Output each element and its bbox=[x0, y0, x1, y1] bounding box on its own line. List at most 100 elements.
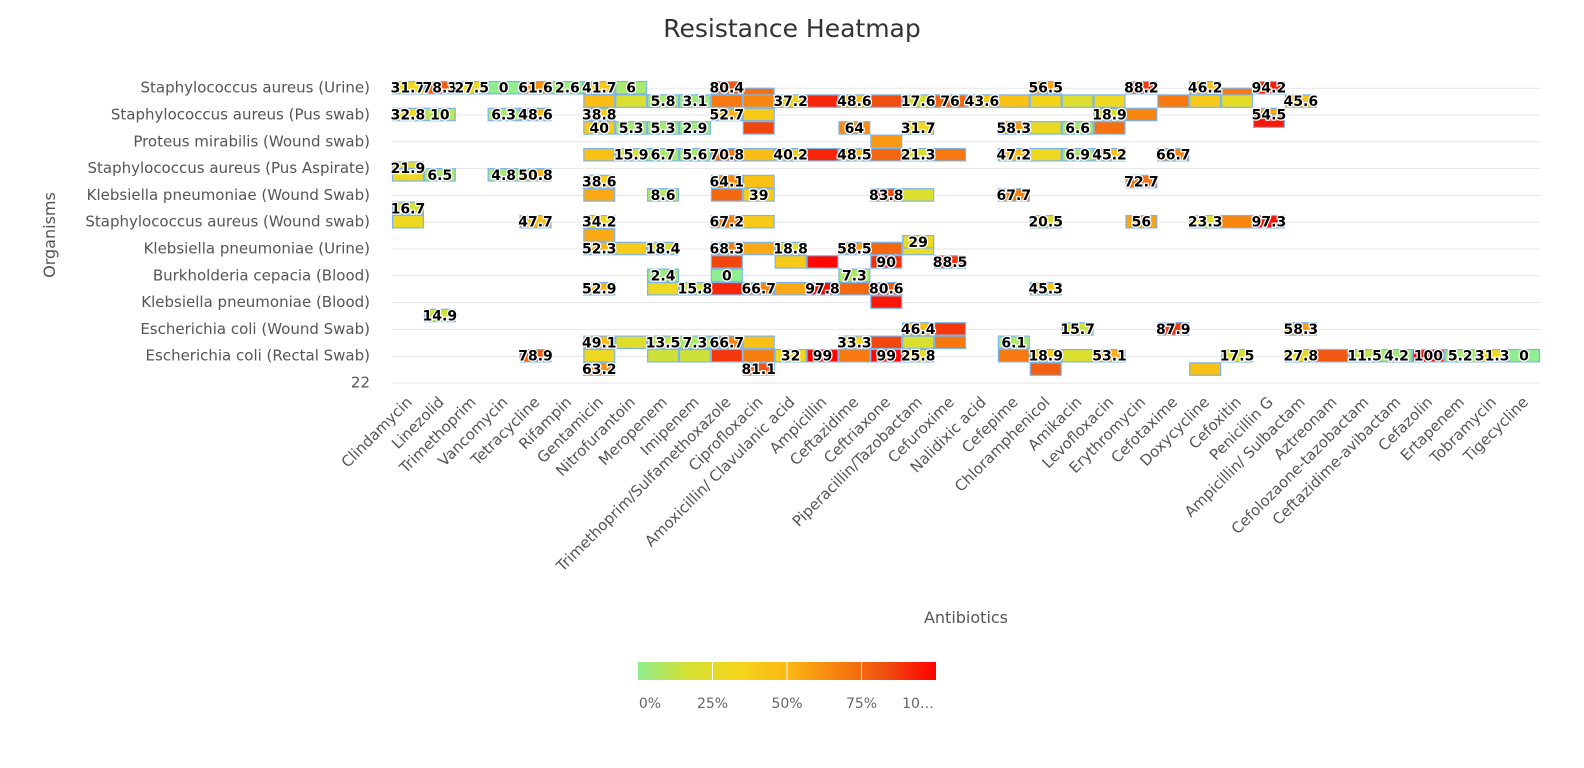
heatmap-cell[interactable] bbox=[838, 147, 871, 162]
heatmap-cell[interactable] bbox=[870, 348, 903, 363]
heatmap-cell[interactable] bbox=[1412, 348, 1445, 363]
heatmap-cell[interactable] bbox=[1221, 214, 1254, 229]
heatmap-cell[interactable] bbox=[710, 255, 743, 269]
heatmap-cell[interactable] bbox=[1061, 121, 1094, 135]
heatmap-cell[interactable] bbox=[647, 268, 680, 283]
heatmap-cell[interactable] bbox=[1125, 107, 1158, 122]
heatmap-cell[interactable] bbox=[1284, 94, 1317, 108]
heatmap-cell[interactable] bbox=[1029, 362, 1062, 376]
heatmap-cell[interactable] bbox=[742, 281, 775, 296]
heatmap-cell[interactable] bbox=[1125, 80, 1158, 95]
heatmap-cell[interactable] bbox=[870, 134, 903, 149]
heatmap-cell[interactable] bbox=[742, 174, 775, 189]
heatmap-cell[interactable] bbox=[1252, 214, 1285, 229]
heatmap-cell[interactable] bbox=[774, 241, 807, 256]
heatmap-cell[interactable] bbox=[583, 214, 616, 229]
heatmap-cell[interactable] bbox=[1061, 322, 1094, 336]
heatmap-cell[interactable] bbox=[838, 94, 871, 108]
heatmap-cell[interactable] bbox=[583, 362, 616, 376]
heatmap-cell[interactable] bbox=[583, 335, 616, 350]
heatmap-cell[interactable] bbox=[806, 255, 839, 269]
heatmap-cell[interactable] bbox=[615, 80, 648, 95]
heatmap-cell[interactable] bbox=[742, 214, 775, 229]
heatmap-cell[interactable] bbox=[1029, 348, 1062, 363]
heatmap-cell[interactable] bbox=[1093, 94, 1126, 108]
heatmap-cell[interactable] bbox=[1189, 362, 1222, 376]
heatmap-cell[interactable] bbox=[742, 147, 775, 162]
heatmap-cell[interactable] bbox=[647, 147, 680, 162]
heatmap-cell[interactable] bbox=[870, 94, 903, 108]
heatmap-cell[interactable] bbox=[710, 107, 743, 122]
heatmap-cell[interactable] bbox=[1093, 348, 1126, 363]
heatmap-cell[interactable] bbox=[710, 188, 743, 202]
heatmap-cell[interactable] bbox=[487, 168, 520, 182]
heatmap-cell[interactable] bbox=[1189, 214, 1222, 229]
heatmap-cell[interactable] bbox=[647, 121, 680, 135]
heatmap-cell[interactable] bbox=[934, 147, 967, 162]
heatmap-cell[interactable] bbox=[583, 188, 616, 202]
heatmap-cell[interactable] bbox=[423, 80, 456, 95]
heatmap-cell[interactable] bbox=[423, 168, 456, 182]
heatmap-cell[interactable] bbox=[678, 335, 711, 350]
heatmap-cell[interactable] bbox=[615, 147, 648, 162]
heatmap-cell[interactable] bbox=[1189, 94, 1222, 108]
heatmap-cell[interactable] bbox=[997, 147, 1030, 162]
heatmap-cell[interactable] bbox=[774, 348, 807, 363]
heatmap-cell[interactable] bbox=[774, 281, 807, 296]
heatmap-cell[interactable] bbox=[838, 241, 871, 256]
heatmap-cell[interactable] bbox=[1252, 114, 1285, 128]
heatmap-cell[interactable] bbox=[902, 322, 935, 336]
heatmap-cell[interactable] bbox=[934, 322, 967, 336]
heatmap-cell[interactable] bbox=[1029, 147, 1062, 162]
heatmap-cell[interactable] bbox=[1093, 121, 1126, 135]
heatmap-cell[interactable] bbox=[997, 348, 1030, 363]
heatmap-cell[interactable] bbox=[742, 348, 775, 363]
heatmap-cell[interactable] bbox=[838, 121, 871, 135]
heatmap-cell[interactable] bbox=[1508, 348, 1541, 363]
heatmap-cell[interactable] bbox=[583, 121, 616, 135]
heatmap-cell[interactable] bbox=[710, 268, 743, 283]
heatmap-cell[interactable] bbox=[1125, 214, 1158, 229]
heatmap-cell[interactable] bbox=[1316, 348, 1349, 363]
heatmap-cell[interactable] bbox=[583, 94, 616, 108]
heatmap-cell[interactable] bbox=[710, 80, 743, 95]
heatmap-cell[interactable] bbox=[519, 80, 552, 95]
heatmap-cell[interactable] bbox=[647, 335, 680, 350]
heatmap-cell[interactable] bbox=[678, 281, 711, 296]
heatmap-cell[interactable] bbox=[583, 228, 616, 242]
heatmap-cell[interactable] bbox=[583, 241, 616, 256]
heatmap-cell[interactable] bbox=[678, 348, 711, 363]
heatmap-cell[interactable] bbox=[1029, 214, 1062, 229]
heatmap-cell[interactable] bbox=[934, 335, 967, 350]
heatmap-cell[interactable] bbox=[391, 201, 424, 216]
heatmap-cell[interactable] bbox=[870, 241, 903, 256]
heatmap-cell[interactable] bbox=[519, 107, 552, 122]
heatmap-cell[interactable] bbox=[551, 80, 584, 95]
heatmap-cell[interactable] bbox=[1029, 121, 1062, 135]
heatmap-cell[interactable] bbox=[678, 147, 711, 162]
heatmap-cell[interactable] bbox=[710, 214, 743, 229]
heatmap-cell[interactable] bbox=[838, 281, 871, 296]
heatmap-cell[interactable] bbox=[615, 94, 648, 108]
heatmap-cell[interactable] bbox=[870, 188, 903, 202]
heatmap-cell[interactable] bbox=[391, 107, 424, 122]
heatmap-cell[interactable] bbox=[391, 214, 424, 229]
heatmap-cell[interactable] bbox=[647, 188, 680, 202]
heatmap-cell[interactable] bbox=[1029, 281, 1062, 296]
heatmap-cell[interactable] bbox=[742, 335, 775, 350]
heatmap-cells[interactable] bbox=[391, 80, 1541, 376]
heatmap-cell[interactable] bbox=[870, 281, 903, 296]
heatmap-cell[interactable] bbox=[710, 174, 743, 189]
heatmap-cell[interactable] bbox=[583, 147, 616, 162]
heatmap-cell[interactable] bbox=[774, 147, 807, 162]
heatmap-cell[interactable] bbox=[1476, 348, 1509, 363]
heatmap-cell[interactable] bbox=[583, 348, 616, 363]
heatmap-cell[interactable] bbox=[806, 147, 839, 162]
heatmap-cell[interactable] bbox=[806, 94, 839, 108]
heatmap-cell[interactable] bbox=[1157, 94, 1190, 108]
heatmap-cell[interactable] bbox=[1061, 348, 1094, 363]
heatmap-cell[interactable] bbox=[774, 255, 807, 269]
heatmap-cell[interactable] bbox=[678, 121, 711, 135]
heatmap-cell[interactable] bbox=[997, 94, 1030, 108]
heatmap-cell[interactable] bbox=[870, 295, 903, 309]
